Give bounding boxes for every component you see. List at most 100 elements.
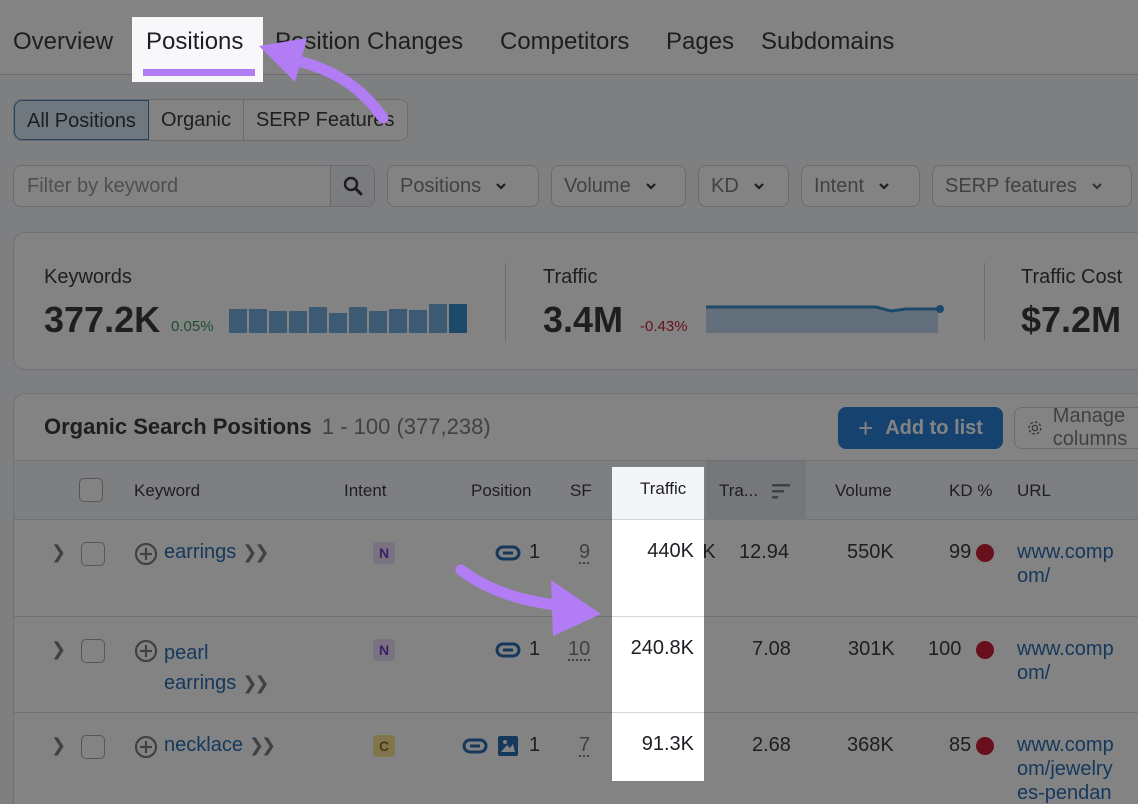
traffic-percent-value: 2.68 xyxy=(752,734,791,756)
kd-value: 100 xyxy=(928,638,962,660)
divider xyxy=(612,519,704,520)
gear-icon xyxy=(1028,421,1042,435)
traffic-percent-value: 7.08 xyxy=(752,638,791,660)
keywords-value: 377.2K xyxy=(44,299,161,340)
url-link[interactable]: www.comp om/ xyxy=(1017,638,1114,684)
select-all-checkbox[interactable] xyxy=(79,478,103,502)
positions-dropdown[interactable]: Positions xyxy=(387,165,539,207)
sf-count[interactable]: 10 xyxy=(568,638,591,660)
position-type-segmented: All Positions Organic SERP Features xyxy=(13,99,408,141)
col-kd[interactable]: KD % xyxy=(949,481,993,500)
trend-bar xyxy=(349,307,367,333)
tab-competitors[interactable]: Competitors xyxy=(500,28,630,55)
segment-organic[interactable]: Organic xyxy=(149,100,244,140)
keywords-label: Keywords xyxy=(44,266,132,288)
table-header: Keyword Intent Position SF Traffic Tra..… xyxy=(14,460,1138,520)
serp-features-dropdown[interactable]: SERP features xyxy=(932,165,1132,207)
add-keyword-icon[interactable] xyxy=(134,542,158,566)
tab-subdomains[interactable]: Subdomains xyxy=(761,28,895,55)
row-checkbox[interactable] xyxy=(81,542,105,566)
tab-positions-highlighted[interactable]: Positions xyxy=(146,28,244,55)
volume-value: 301K xyxy=(848,638,895,660)
kd-dropdown-label: KD xyxy=(711,174,739,197)
search-icon xyxy=(343,176,362,196)
divider xyxy=(612,712,704,713)
keywords-trend-chart[interactable] xyxy=(229,301,467,333)
keyword-link[interactable]: pearl earrings ❯❯ xyxy=(164,642,269,694)
intent-badge: C xyxy=(373,735,395,757)
traffic-value-highlighted: 91.3K xyxy=(641,733,694,755)
segment-all-positions[interactable]: All Positions xyxy=(14,100,149,140)
col-url[interactable]: URL xyxy=(1017,481,1052,500)
trend-bar xyxy=(329,313,347,333)
url-link[interactable]: www.comp om/ xyxy=(1017,541,1114,587)
keyword-link[interactable]: earrings ❯❯ xyxy=(164,541,269,563)
active-tab-underline xyxy=(143,69,255,76)
divider xyxy=(505,263,506,341)
trend-bar xyxy=(249,309,267,333)
tab-position-changes[interactable]: Position Changes xyxy=(275,28,464,55)
positions-dropdown-label: Positions xyxy=(400,174,482,197)
tab-overview[interactable]: Overview xyxy=(13,28,114,55)
segment-serp-features[interactable]: SERP Features xyxy=(255,109,395,131)
traffic-percent-value: 12.94 xyxy=(739,541,790,563)
intent-badge: N xyxy=(373,639,395,661)
row-checkbox[interactable] xyxy=(81,639,105,663)
trend-bar xyxy=(369,311,387,333)
keyword-link[interactable]: necklace ❯❯ xyxy=(164,734,276,756)
add-keyword-icon[interactable] xyxy=(134,735,158,759)
table-title: Organic Search Positions 1 - 100 (377,23… xyxy=(44,414,491,440)
image-icon xyxy=(498,736,518,756)
search-button[interactable] xyxy=(330,166,374,206)
chevron-down-icon xyxy=(645,183,656,190)
table-range: 1 - 100 (377,238) xyxy=(321,414,491,439)
keyword-filter-input[interactable] xyxy=(14,166,330,206)
add-keyword-icon[interactable] xyxy=(134,639,158,663)
double-chevron-icon: ❯❯ xyxy=(248,735,276,755)
traffic-trend-chart[interactable] xyxy=(706,299,946,335)
chevron-right-icon[interactable]: ❯ xyxy=(51,542,67,562)
trend-bar xyxy=(389,309,407,333)
col-keyword[interactable]: Keyword xyxy=(134,481,201,500)
chevron-down-icon xyxy=(1092,183,1102,190)
link-icon xyxy=(495,545,521,561)
col-sf[interactable]: SF xyxy=(570,481,592,500)
tab-pages[interactable]: Pages xyxy=(666,28,735,55)
chevron-right-icon[interactable]: ❯ xyxy=(51,639,67,659)
traffic-label: Traffic xyxy=(543,266,598,288)
trend-bar xyxy=(309,307,327,333)
plus-icon: + xyxy=(858,412,874,443)
double-chevron-icon: ❯❯ xyxy=(242,542,269,562)
volume-dropdown-label: Volume xyxy=(564,174,631,197)
manage-columns-button[interactable]: Manage columns xyxy=(1014,405,1138,450)
trend-bar xyxy=(429,304,447,333)
sort-descending-icon[interactable] xyxy=(772,483,792,499)
sf-count[interactable]: 9 xyxy=(579,541,591,563)
divider xyxy=(984,263,985,341)
url-link[interactable]: www.comp om/jewelry es-pendan xyxy=(1017,734,1114,804)
link-icon xyxy=(495,642,521,658)
col-volume[interactable]: Volume xyxy=(835,481,892,500)
double-chevron-icon: ❯❯ xyxy=(242,673,269,693)
intent-dropdown[interactable]: Intent xyxy=(801,165,920,207)
table-row: ❯ earrings❯❯ N 1 9 440K 12.94 550K 99 ww… xyxy=(14,520,1138,617)
col-intent[interactable]: Intent xyxy=(344,481,387,500)
col-traffic-highlighted[interactable]: Traffic xyxy=(640,479,687,498)
add-to-list-button[interactable]: + Add to list xyxy=(838,407,1003,449)
kd-value: 85 xyxy=(949,734,972,756)
volume-dropdown[interactable]: Volume xyxy=(551,165,686,207)
sf-count[interactable]: 7 xyxy=(579,734,591,756)
row-checkbox[interactable] xyxy=(81,735,105,759)
traffic-header-highlight xyxy=(612,467,704,519)
col-traffic-percent[interactable]: Tra... xyxy=(719,481,759,500)
serp-features-dropdown-label: SERP features xyxy=(945,174,1077,197)
chevron-right-icon[interactable]: ❯ xyxy=(51,735,67,755)
kd-difficulty-dot xyxy=(976,737,994,755)
col-position[interactable]: Position xyxy=(471,481,532,500)
traffic-value: 3.4M xyxy=(543,299,624,340)
position-value: 1 xyxy=(529,638,541,660)
chevron-down-icon xyxy=(879,183,889,190)
traffic-cost-label: Traffic Cost xyxy=(1021,266,1123,288)
kd-dropdown[interactable]: KD xyxy=(698,165,789,207)
